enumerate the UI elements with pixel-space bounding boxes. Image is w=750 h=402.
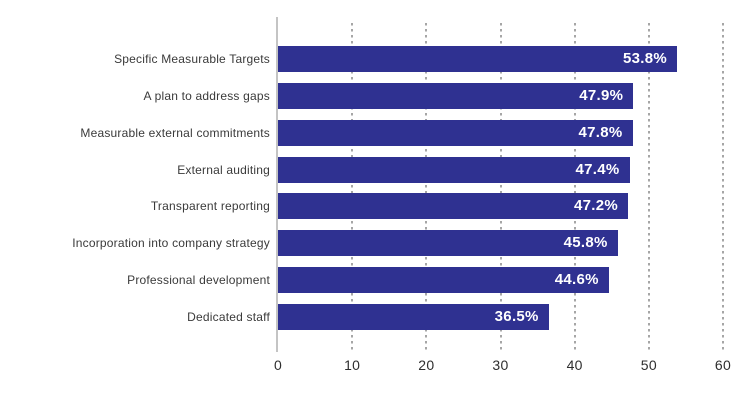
category-label: A plan to address gaps bbox=[143, 88, 270, 103]
bar-value-label: 47.9% bbox=[579, 86, 624, 104]
bar-value-label: 47.8% bbox=[578, 123, 623, 141]
x-tick-label-60: 60 bbox=[714, 357, 732, 373]
category-label: Measurable external commitments bbox=[80, 125, 270, 140]
category-label: Professional development bbox=[127, 273, 270, 288]
gridline-20 bbox=[425, 23, 428, 352]
bar: 53.8% bbox=[278, 46, 678, 72]
bar-value-label: 47.4% bbox=[575, 160, 620, 178]
y-axis-line bbox=[276, 17, 278, 352]
category-label: Dedicated staff bbox=[187, 309, 270, 324]
x-axis-ticks: 0 10 20 30 40 50 60 bbox=[274, 357, 731, 379]
x-tick-label-0: 0 bbox=[273, 357, 283, 373]
gridline-40 bbox=[573, 23, 576, 352]
bar-value-label: 44.6% bbox=[554, 271, 599, 289]
gridline-10 bbox=[351, 23, 354, 352]
plot-area: 53.8% 47.9% 47.8% 47.4% 47.2% 45.8% 44.6% 36.5% bbox=[276, 17, 724, 352]
gridline-60 bbox=[722, 23, 724, 352]
bar-value-label: 45.8% bbox=[563, 234, 608, 252]
x-tick-label-40: 40 bbox=[566, 357, 583, 373]
bar: 47.9% bbox=[278, 82, 634, 109]
category-label: Incorporation into company strategy bbox=[72, 236, 270, 251]
bar-value-label: 47.2% bbox=[574, 197, 619, 215]
x-tick-label-10: 10 bbox=[344, 357, 361, 373]
x-tick-label-30: 30 bbox=[492, 357, 509, 373]
bar-value-label: 53.8% bbox=[622, 50, 668, 67]
gridline-30 bbox=[499, 23, 502, 352]
bar: 47.4% bbox=[278, 156, 630, 183]
bar: 45.8% bbox=[278, 230, 618, 257]
category-label: External auditing bbox=[177, 162, 270, 177]
category-labels: Specific Measurable Targets A plan to add… bbox=[0, 17, 270, 352]
bar: 47.2% bbox=[278, 193, 629, 220]
x-tick-label-50: 50 bbox=[640, 357, 657, 373]
x-tick-label-20: 20 bbox=[418, 357, 435, 373]
bar: 47.8% bbox=[278, 119, 633, 146]
category-label: Transparent reporting bbox=[150, 199, 270, 214]
bar: 44.6% bbox=[278, 267, 609, 294]
gridline-50 bbox=[647, 23, 650, 352]
category-label: Specific Measurable Targets bbox=[114, 52, 270, 66]
bar: 36.5% bbox=[278, 303, 549, 330]
bar-value-label: 36.5% bbox=[494, 307, 539, 325]
